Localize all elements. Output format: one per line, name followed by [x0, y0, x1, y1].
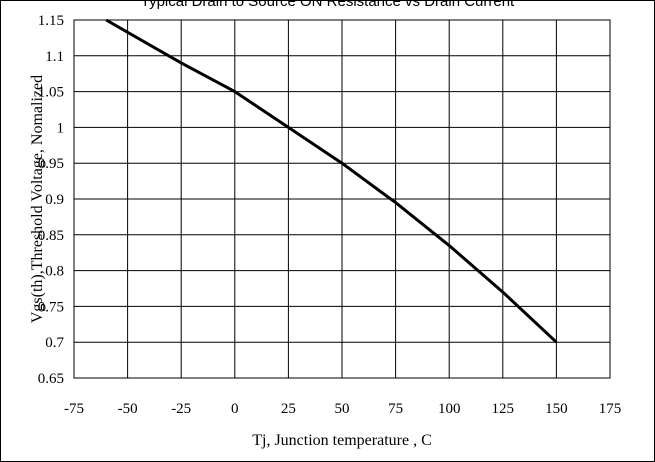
y-axis-ticks: 0.65 0.7 0.75 0.8 0.85 0.9 0.95 1 1.05 1.1 1.15 — [38, 13, 65, 387]
plot-border — [73, 19, 611, 379]
y-tick-label: 0.95 — [38, 156, 64, 172]
x-tick-label: 25 — [281, 401, 296, 417]
x-axis-ticks: -75 -50 -25 0 25 50 75 100 125 150 175 — [64, 401, 621, 417]
series-layer — [105, 18, 558, 344]
y-tick-label: 1.05 — [38, 85, 64, 101]
x-tick-label: -25 — [171, 401, 191, 417]
x-tick-label: 75 — [388, 401, 403, 417]
y-tick-label: 0.85 — [38, 228, 64, 244]
y-tick-label: 0.9 — [45, 192, 64, 208]
y-tick-label: 1.15 — [38, 13, 64, 29]
x-tick-label: -50 — [118, 401, 138, 417]
chart-title: Typical Drain to Source ON Resistance vs… — [140, 0, 515, 10]
x-tick-label: 0 — [231, 401, 239, 417]
y-tick-label: 0.8 — [45, 264, 64, 280]
y-tick-label: 0.7 — [45, 335, 64, 351]
y-tick-label: 1.1 — [45, 49, 64, 65]
x-tick-label: 100 — [438, 401, 461, 417]
y-tick-label: 1 — [57, 120, 65, 136]
series-line — [105, 18, 558, 344]
y-tick-label: 0.65 — [38, 371, 64, 387]
x-tick-label: 175 — [599, 401, 622, 417]
x-tick-label: -75 — [64, 401, 84, 417]
x-tick-label: 125 — [492, 401, 515, 417]
x-tick-label: 50 — [335, 401, 350, 417]
y-tick-label: 0.75 — [38, 299, 64, 315]
y-axis-label: Vgs(th),Threshold Voltage, Nomalized — [29, 75, 46, 323]
x-tick-label: 150 — [545, 401, 568, 417]
grid — [73, 19, 611, 379]
x-axis-label: Tj, Junction temperature , C — [252, 432, 432, 449]
